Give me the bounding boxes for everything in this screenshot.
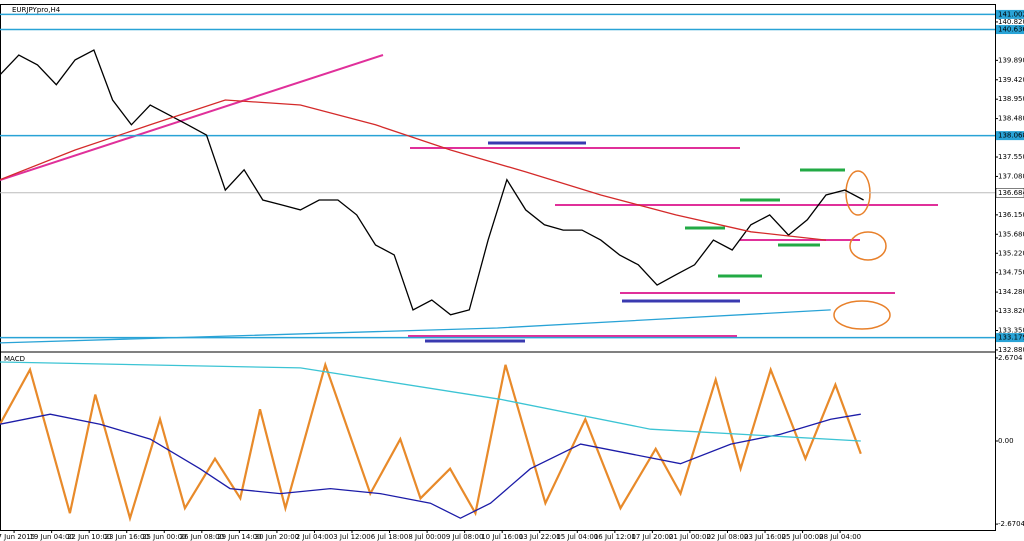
- x-tick-label: 6 Jul 18:00: [371, 533, 409, 541]
- price-level-badge: [996, 25, 1024, 35]
- x-tick-label: 9 Jul 08:00: [446, 533, 484, 541]
- y-tick-label: 137.550: [998, 153, 1024, 161]
- x-tick-label: 29 Jun 14:00: [217, 533, 261, 541]
- price-level-label: 140.636: [998, 26, 1024, 34]
- price-level-badge: [996, 333, 1024, 343]
- x-tick-label: 3 Jul 12:00: [333, 533, 371, 541]
- x-tick-label: 23 Jul 16:00: [744, 533, 786, 541]
- annotations: [0, 54, 938, 343]
- x-tick-label: 25 Jul 00:00: [782, 533, 824, 541]
- x-tick-label: 10 Jul 16:00: [481, 533, 523, 541]
- y-tick-label: 133.820: [998, 307, 1024, 315]
- y-tick-label: 134.280: [998, 288, 1024, 296]
- x-tick-label: 19 Jun 04:00: [29, 533, 73, 541]
- chart-title: EURJPYpro,H4: [12, 6, 61, 14]
- x-tick-label: 22 Jul 08:00: [706, 533, 748, 541]
- x-tick-label: 22 Jun 10:00: [67, 533, 111, 541]
- series-line: [0, 361, 861, 442]
- y-tick-label: 139.420: [998, 76, 1024, 84]
- x-tick-label: 15 Jul 04:00: [556, 533, 598, 541]
- x-tick-label: 21 Jul 00:00: [669, 533, 711, 541]
- panel-title: MACD: [4, 355, 25, 363]
- price-level-badge: [996, 9, 1024, 19]
- x-tick-label: 17 Jul 20:00: [631, 533, 673, 541]
- series-line: [0, 413, 861, 519]
- y-tick-label: 135.680: [998, 230, 1024, 238]
- x-tick-label: 28 Jul 04:00: [819, 533, 861, 541]
- series-line: [0, 361, 862, 523]
- trend-line: [0, 54, 384, 181]
- price-level-badge: [995, 188, 1024, 198]
- x-tick-label: 13 Jul 22:00: [519, 533, 561, 541]
- y-tick-label: 132.880: [998, 346, 1024, 354]
- y-tick-label: 2.6704: [998, 354, 1023, 362]
- y-tick-label: 140.820: [998, 18, 1024, 26]
- series-line: [0, 49, 864, 316]
- y-tick-label: 139.890: [998, 56, 1024, 64]
- y-tick-label: 138.950: [998, 95, 1024, 103]
- x-tick-label: 25 Jun 00:00: [142, 533, 186, 541]
- x-tick-label: 30 Jun 20:00: [255, 533, 299, 541]
- frame: [0, 4, 996, 531]
- y-tick-label: 133.350: [998, 327, 1024, 335]
- price-level-label: 133.179: [998, 334, 1024, 342]
- y-tick-label: 0.00: [998, 437, 1014, 445]
- highlight-circle: [833, 300, 891, 330]
- price-level-label: 141.002: [998, 10, 1024, 18]
- series-line: [0, 99, 827, 241]
- y-tick-label: 137.080: [998, 172, 1024, 180]
- price-level-label: 136.684: [998, 189, 1024, 197]
- y-tick-label: 136.150: [998, 211, 1024, 219]
- price-level-badge: [996, 131, 1024, 141]
- highlight-circle: [849, 231, 887, 261]
- y-tick-label: 135.220: [998, 249, 1024, 257]
- y-tick-label: -2.6704: [998, 520, 1024, 528]
- y-tick-label: 138.480: [998, 115, 1024, 123]
- x-tick-label: 26 Jun 08:00: [180, 533, 224, 541]
- x-tick-label: 17 Jun 2015: [0, 533, 35, 541]
- series-line: [0, 309, 831, 344]
- price-level-label: 138.068: [998, 132, 1024, 140]
- x-tick-label: 23 Jun 16:00: [104, 533, 148, 541]
- x-tick-label: 16 Jul 12:00: [594, 533, 636, 541]
- y-tick-label: 134.750: [998, 269, 1024, 277]
- x-tick-label: 2 Jul 04:00: [296, 533, 334, 541]
- x-tick-label: 8 Jul 00:00: [408, 533, 446, 541]
